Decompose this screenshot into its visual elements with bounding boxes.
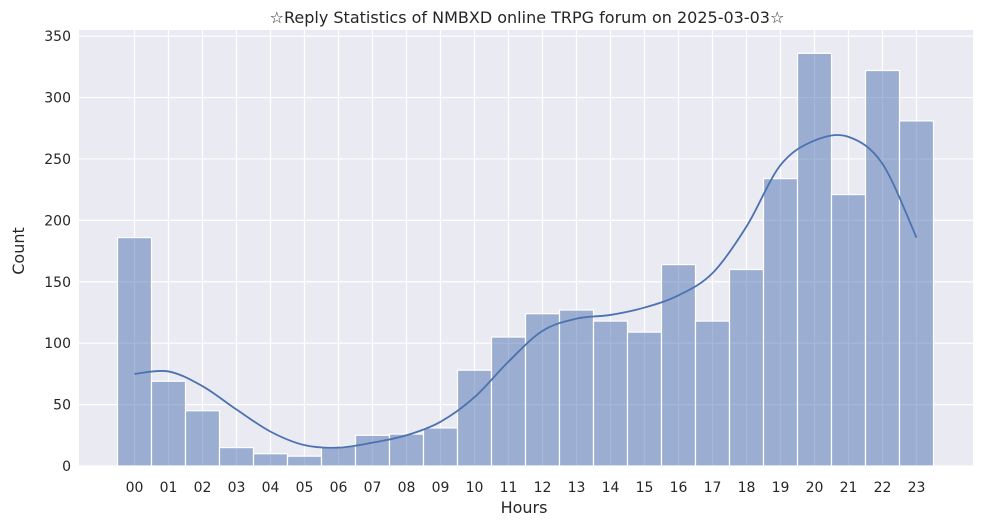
y-tick-label: 250 [44, 152, 71, 168]
chart-title: ☆Reply Statistics of NMBXD online TRPG f… [270, 8, 785, 27]
histogram-bar [422, 427, 459, 467]
histogram-bar [558, 309, 595, 467]
y-tick-label: 200 [44, 213, 71, 229]
x-tick-label: 11 [500, 480, 518, 496]
y-axis-label: Count [9, 227, 28, 275]
histogram-bar [286, 455, 323, 467]
x-tick-label: 15 [636, 480, 654, 496]
histogram-bar [116, 236, 153, 467]
histogram-bar [252, 453, 289, 467]
histogram-bar [320, 445, 357, 467]
x-tick-label: 05 [296, 480, 314, 496]
x-tick-label: 01 [160, 480, 178, 496]
x-tick-label: 09 [432, 480, 450, 496]
x-tick-label: 19 [772, 480, 790, 496]
x-tick-label: 02 [194, 480, 212, 496]
x-tick-label: 04 [262, 480, 280, 496]
histogram-bar [796, 52, 833, 467]
histogram-bar [524, 313, 561, 467]
y-tick-label: 150 [44, 275, 71, 291]
x-tick-label: 18 [738, 480, 756, 496]
histogram-bar [728, 268, 765, 467]
histogram-bar [490, 336, 527, 467]
x-tick-label: 20 [806, 480, 824, 496]
x-tick-label: 22 [874, 480, 892, 496]
x-tick-label: 06 [330, 480, 348, 496]
x-tick-label: 14 [602, 480, 620, 496]
histogram-bar [592, 320, 629, 467]
y-tick-label: 50 [53, 398, 71, 414]
histogram-bar [660, 263, 697, 467]
y-tick-label: 100 [44, 336, 71, 352]
histogram-bar [694, 320, 731, 467]
x-tick-label: 17 [704, 480, 722, 496]
x-tick-label: 12 [534, 480, 552, 496]
histogram-bar [864, 69, 901, 467]
histogram-bar [218, 446, 255, 467]
histogram-bar [388, 433, 425, 467]
x-tick-label: 00 [126, 480, 144, 496]
x-axis-label: Hours [501, 498, 548, 517]
histogram-bar [830, 193, 867, 467]
y-tick-label: 300 [44, 91, 71, 107]
histogram-bar [150, 380, 187, 467]
x-tick-label: 07 [364, 480, 382, 496]
x-tick-label: 08 [398, 480, 416, 496]
x-tick-label: 13 [568, 480, 586, 496]
x-tick-label: 16 [670, 480, 688, 496]
x-tick-label: 10 [466, 480, 484, 496]
y-tick-label: 350 [44, 29, 71, 45]
x-tick-label: 03 [228, 480, 246, 496]
y-tick-label: 0 [62, 459, 71, 475]
histogram-bar [762, 178, 799, 467]
histogram-bar [626, 331, 663, 467]
x-tick-label: 23 [908, 480, 926, 496]
bars-group [116, 52, 935, 467]
histogram-bar [898, 120, 935, 467]
y-axis-ticks: 0 50 100 150 200 250 300 350 [44, 29, 71, 475]
x-tick-label: 21 [840, 480, 858, 496]
histogram-bar [184, 410, 221, 467]
x-axis-ticks: 00 01 02 03 04 05 06 07 08 09 10 11 12 13 14 15 16 17 18 19… [126, 480, 926, 496]
kde-line [134, 134, 918, 449]
